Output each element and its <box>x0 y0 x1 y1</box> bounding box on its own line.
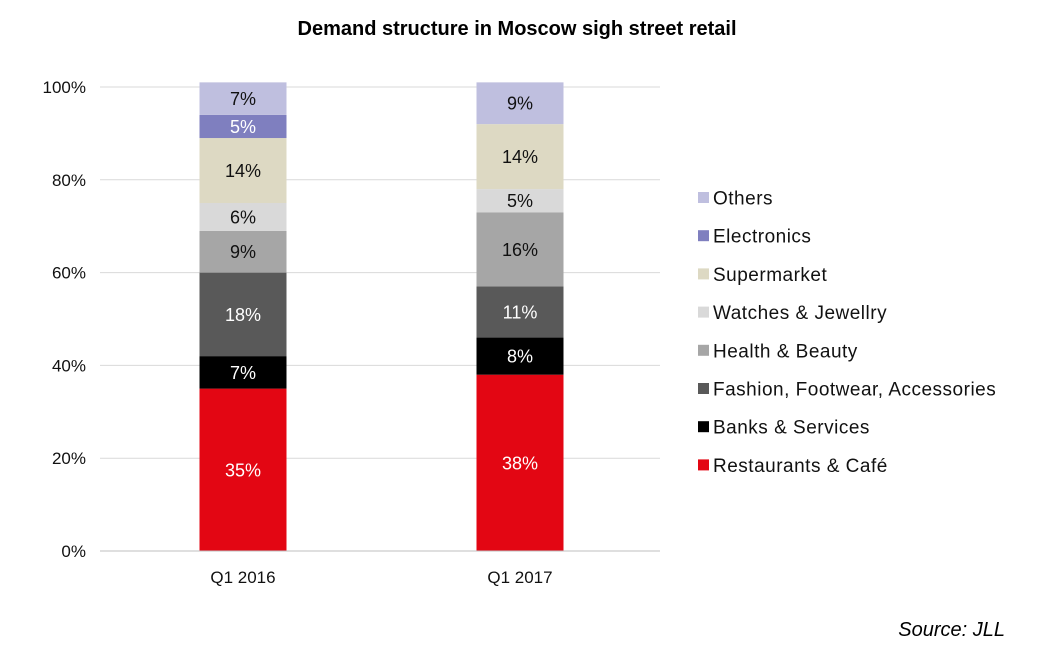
bars <box>199 82 564 551</box>
legend-label-watches-jewellry: Watches & Jewellry <box>713 303 887 324</box>
data-label: 7% <box>230 89 256 109</box>
data-label: 5% <box>230 117 256 137</box>
data-label: 14% <box>502 147 538 167</box>
bar-segment-fashion-footwear-accessories-q1-2016 <box>199 272 287 357</box>
legend-swatch-restaurants-caf <box>698 459 709 471</box>
data-labels: 35% 7% 18% 9% 6% 14% 5% 7% 38% 8% 11% 16% 5% 14% 9% <box>225 89 538 480</box>
bar-segment-others-q1-2017 <box>476 82 564 125</box>
bar-segment-watches-jewellry-q1-2017 <box>476 189 564 213</box>
legend-label-electronics: Electronics <box>713 227 811 248</box>
bar-segment-supermarket-q1-2016 <box>199 138 287 203</box>
data-label: 9% <box>230 242 256 262</box>
source-note: Source: JLL <box>898 619 1005 641</box>
data-label: 35% <box>225 460 261 480</box>
bar-segment-others-q1-2016 <box>199 82 287 115</box>
data-label: 11% <box>503 303 538 323</box>
y-tick-label: 100% <box>43 78 86 97</box>
data-label: 14% <box>225 161 261 181</box>
y-tick-label: 40% <box>52 356 86 375</box>
data-label: 6% <box>230 207 256 227</box>
gridlines <box>100 86 660 459</box>
legend-swatch-fashion-footwear-accessories <box>698 383 709 394</box>
bar-segment-health-beauty-q1-2016 <box>199 230 287 273</box>
data-label: 5% <box>507 191 533 211</box>
bar-segment-banks-services-q1-2017 <box>476 337 564 375</box>
legend-swatch-banks-services <box>698 421 709 433</box>
legend-swatch-electronics <box>698 230 709 242</box>
data-label: 16% <box>502 240 538 260</box>
y-tick-label: 20% <box>52 449 86 468</box>
y-tick-label: 80% <box>52 171 86 190</box>
y-tick-label: 60% <box>52 264 86 283</box>
legend-label-health-beauty: Health & Beauty <box>713 341 858 362</box>
y-tick-label: 0% <box>61 542 86 561</box>
data-label: 7% <box>230 363 256 383</box>
axes: 0% 20% 40% 60% 80% 100% Q1 2016 Q1 2017 <box>43 78 660 587</box>
legend-label-banks-services: Banks & Services <box>713 418 870 439</box>
x-tick-label: Q1 2016 <box>210 568 275 587</box>
bar-segment-supermarket-q1-2017 <box>476 124 564 190</box>
legend-swatch-health-beauty <box>698 344 709 356</box>
bar-segment-health-beauty-q1-2017 <box>476 212 564 287</box>
legend-label-fashion-footwear-accessories: Fashion, Footwear, Accessories <box>713 380 996 401</box>
bar-segment-watches-jewellry-q1-2016 <box>199 203 287 231</box>
bar-segment-banks-services-q1-2016 <box>199 356 287 389</box>
legend-label-supermarket: Supermarket <box>713 265 827 286</box>
data-label: 38% <box>502 453 538 473</box>
bar-segment-restaurants-caf-q1-2016 <box>199 388 287 551</box>
chart-title: Demand structure in Moscow sigh street r… <box>298 18 737 40</box>
legend-swatch-others <box>698 192 709 203</box>
bar-segment-restaurants-caf-q1-2017 <box>476 374 564 551</box>
legend-swatch-supermarket <box>698 268 709 280</box>
legend-label-restaurants-caf: Restaurants & Café <box>713 456 888 477</box>
bar-segment-electronics-q1-2016 <box>199 114 287 139</box>
bar-segment-fashion-footwear-accessories-q1-2017 <box>476 286 564 338</box>
legend: Others Electronics Supermarket Watches & Je… <box>698 189 996 477</box>
data-label: 18% <box>225 305 261 325</box>
data-label: 8% <box>507 347 533 367</box>
data-label: 9% <box>507 94 533 114</box>
legend-swatch-watches-jewellry <box>698 306 709 318</box>
legend-label-others: Others <box>713 189 773 210</box>
x-tick-label: Q1 2017 <box>487 568 552 587</box>
